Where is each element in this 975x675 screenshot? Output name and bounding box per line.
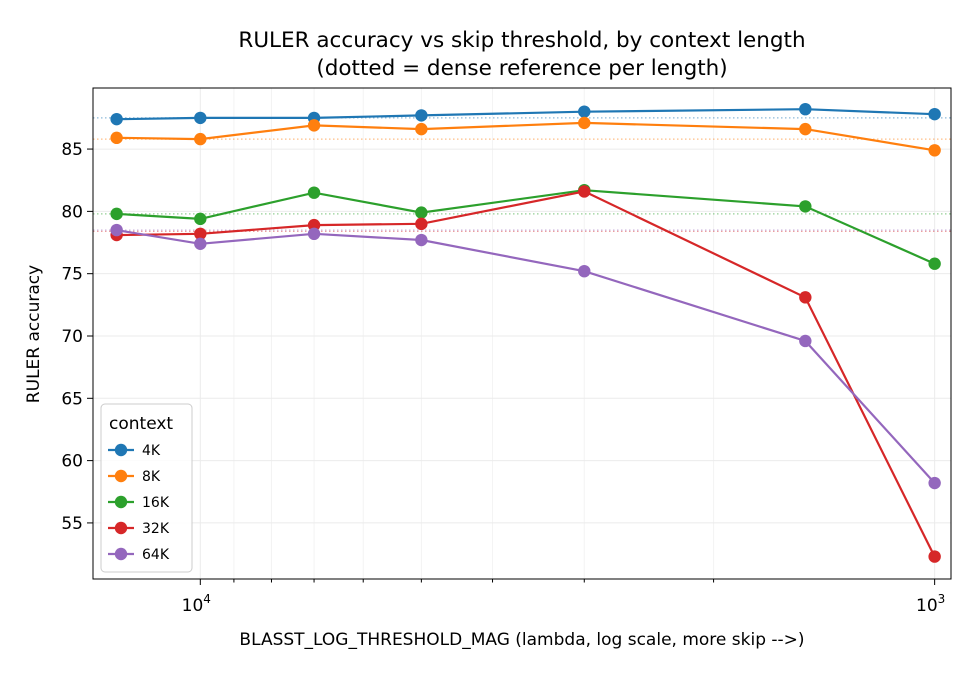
legend-marker (114, 469, 128, 483)
chart-subtitle: (dotted = dense reference per length) (316, 56, 727, 81)
series-32k (110, 185, 941, 563)
legend-marker (114, 547, 128, 561)
legend-label: 64K (142, 547, 170, 563)
plot-frame (92, 87, 952, 580)
x-tick-label: 104 (182, 592, 211, 616)
data-point (928, 257, 941, 270)
data-point (307, 227, 321, 241)
data-point (110, 131, 123, 145)
data-point (194, 227, 207, 241)
x-axis-label: BLASST_LOG_THRESHOLD_MAG (lambda, log sc… (239, 630, 804, 650)
data-point (928, 550, 941, 563)
data-point (194, 212, 207, 226)
data-point (578, 264, 591, 278)
legend-marker (114, 521, 128, 535)
data-point (799, 291, 812, 304)
data-point (307, 218, 321, 232)
y-tick-label: 75 (61, 265, 83, 285)
legend-label: 32K (142, 521, 170, 537)
series-line (116, 121, 935, 152)
data-point (578, 105, 591, 118)
series-4k (110, 102, 941, 126)
legend: context 4K 8K 16K 32K 64K (100, 403, 193, 573)
legend-marker (114, 443, 128, 457)
data-point (799, 200, 812, 213)
chart-title: RULER accuracy vs skip threshold, by con… (238, 28, 805, 53)
data-point (928, 476, 941, 490)
data-point (799, 102, 812, 116)
x-axis: 104 103 (182, 579, 945, 616)
series-line (116, 229, 936, 484)
series-line (116, 190, 936, 558)
legend-label: 8K (142, 469, 161, 485)
data-point (928, 107, 941, 121)
y-tick-label: 70 (61, 327, 83, 347)
legend-marker (114, 495, 128, 509)
y-axis: 55 60 65 70 75 80 85 (61, 140, 93, 534)
data-point (415, 233, 428, 247)
data-point (307, 186, 321, 199)
data-point (194, 111, 207, 125)
series-16k (110, 183, 941, 270)
x-tick-label: 103 (916, 592, 945, 616)
series-group (110, 102, 941, 563)
data-point (110, 112, 123, 126)
data-point (110, 223, 123, 237)
legend-item: 16K (108, 495, 170, 511)
y-tick-label: 60 (61, 452, 83, 472)
y-axis-label: RULER accuracy (24, 265, 44, 403)
legend-item: 8K (108, 469, 161, 485)
data-point (578, 185, 591, 198)
legend-item: 4K (108, 443, 161, 459)
legend-title: context (109, 414, 173, 434)
data-point (928, 144, 941, 157)
data-point (415, 122, 428, 136)
series-64k (110, 223, 941, 490)
series-8k (110, 116, 941, 157)
data-point (578, 116, 591, 130)
data-point (415, 217, 428, 231)
legend-label: 16K (142, 495, 170, 511)
data-point (194, 132, 207, 146)
y-tick-label: 65 (61, 389, 83, 409)
data-point (110, 207, 123, 221)
data-point (415, 206, 428, 219)
legend-items: 4K 8K 16K 32K 64K (108, 443, 170, 563)
y-tick-label: 85 (61, 140, 83, 160)
data-point (415, 109, 428, 122)
data-point (799, 334, 812, 348)
series-line (116, 189, 936, 265)
y-tick-label: 55 (61, 514, 83, 534)
y-tick-label: 80 (61, 202, 83, 222)
data-point (307, 119, 321, 132)
data-point (799, 122, 812, 136)
data-point (194, 237, 207, 250)
reference-lines (93, 117, 951, 232)
legend-label: 4K (142, 443, 161, 459)
legend-item: 64K (108, 547, 170, 563)
legend-item: 32K (108, 521, 170, 537)
